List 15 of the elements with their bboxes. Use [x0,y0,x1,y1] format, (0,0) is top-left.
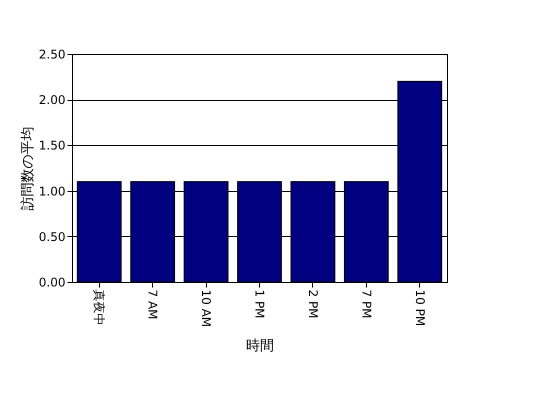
x-tick-label: 2 PM [306,290,320,319]
x-tick-label: 7 PM [359,290,374,319]
y-tick-label: 2.50 [38,48,66,62]
y-tick-label: 0.00 [38,276,66,290]
y-tick-label: 0.50 [38,230,66,244]
x-tick-label: 1 PM [252,290,266,319]
y-axis-title: 訪問数の平均 [20,126,36,210]
x-tick-label: 7 AM [146,290,160,320]
x-tick-label: 真夜中 [92,290,106,326]
x-tick-label: 10 AM [199,290,214,328]
x-tick-label: 10 PM [412,290,427,326]
y-tick-label: 2.00 [38,93,66,108]
x-axis-title: 時間 [246,338,274,354]
y-tick-label: 1.50 [38,138,66,153]
y-tick-label: 1.00 [38,184,66,198]
